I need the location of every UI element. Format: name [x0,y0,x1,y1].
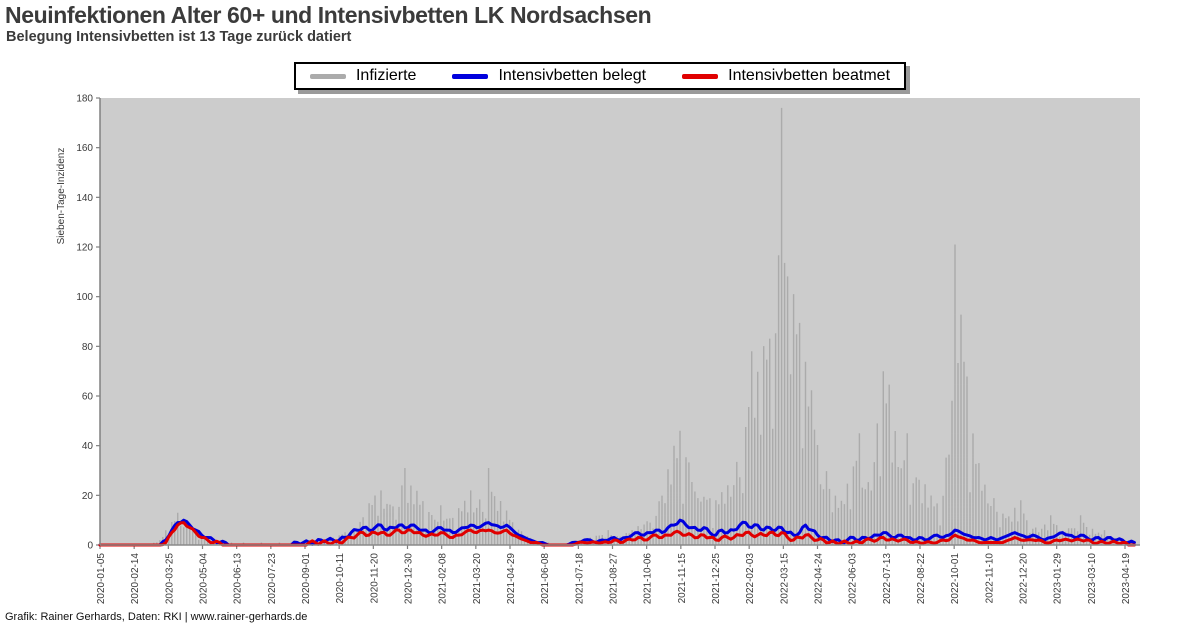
svg-text:2022-11-10: 2022-11-10 [984,553,995,604]
legend-label: Intensivbetten belegt [498,67,647,84]
svg-text:2022-02-03: 2022-02-03 [745,553,756,605]
belegt-line-swatch-icon [452,73,489,79]
svg-text:2022-12-20: 2022-12-20 [1019,553,1030,605]
svg-text:2020-09-01: 2020-09-01 [301,553,312,605]
page-subtitle: Belegung Intensivbetten ist 13 Tage zurü… [6,29,352,45]
svg-text:2020-10-11: 2020-10-11 [335,553,346,604]
svg-text:140: 140 [76,193,93,204]
y-axis: 0 20 40 60 80 100 120 140 160 180 Sieben-Tage-Inzi… [56,94,100,552]
svg-text:80: 80 [82,342,94,353]
svg-text:2021-12-25: 2021-12-25 [711,553,722,605]
svg-text:2021-03-20: 2021-03-20 [472,553,483,605]
legend-label: Infizierte [355,67,417,84]
svg-text:2021-08-27: 2021-08-27 [609,553,620,605]
svg-text:2023-03-10: 2023-03-10 [1087,553,1098,605]
legend-item-infizierte: Infizierte [309,67,417,85]
svg-text:160: 160 [76,143,93,154]
svg-text:100: 100 [76,292,93,303]
y-axis-label: Sieben-Tage-Inzidenz [56,148,67,245]
svg-text:2021-02-08: 2021-02-08 [438,553,449,605]
svg-text:2021-07-18: 2021-07-18 [574,553,585,605]
svg-text:20: 20 [82,491,94,502]
legend-box: Infizierte Intensivbetten belegt Intensi… [293,62,907,90]
svg-text:2020-12-30: 2020-12-30 [404,553,415,605]
legend-label: Intensivbetten beatmet [728,67,891,84]
svg-text:2020-02-14: 2020-02-14 [130,553,141,605]
svg-text:2021-10-06: 2021-10-06 [643,553,654,605]
chart-legend: Infizierte Intensivbetten belegt Intensi… [0,62,1200,90]
svg-text:2021-06-08: 2021-06-08 [540,553,551,605]
svg-text:120: 120 [76,243,93,254]
svg-text:2021-11-15: 2021-11-15 [677,553,688,604]
svg-text:2020-06-13: 2020-06-13 [233,553,244,605]
svg-text:2020-01-05: 2020-01-05 [96,553,107,605]
svg-text:2022-03-15: 2022-03-15 [779,553,790,605]
svg-text:2020-03-25: 2020-03-25 [164,553,175,605]
svg-text:180: 180 [76,94,93,105]
page-title: Neuinfektionen Alter 60+ und Intensivbet… [5,2,652,28]
svg-text:2022-06-03: 2022-06-03 [848,553,859,605]
svg-text:60: 60 [82,392,94,403]
svg-text:2020-05-04: 2020-05-04 [199,553,210,605]
svg-text:2023-04-19: 2023-04-19 [1121,553,1132,605]
legend-item-intensivbetten-belegt: Intensivbetten belegt [452,67,646,85]
beatmet-line-swatch-icon [682,73,719,79]
credit-line: Grafik: Rainer Gerhards, Daten: RKI | ww… [5,611,308,623]
svg-text:2023-01-29: 2023-01-29 [1053,553,1064,605]
svg-text:2022-07-13: 2022-07-13 [882,553,893,605]
svg-text:40: 40 [82,441,94,452]
infizierte-line-swatch-icon [309,73,346,79]
plot-background [100,98,1140,545]
svg-text:2021-04-29: 2021-04-29 [506,553,517,605]
svg-text:0: 0 [87,541,93,552]
svg-text:2022-04-24: 2022-04-24 [814,553,825,605]
x-axis: 2020-01-05 2020-02-14 2020-03-25 2020-05-04… [96,545,1132,604]
svg-text:2022-08-22: 2022-08-22 [916,553,927,605]
svg-text:2020-07-23: 2020-07-23 [267,553,278,605]
legend-item-intensivbetten-beatmet: Intensivbetten beatmet [682,67,890,85]
svg-text:2022-10-01: 2022-10-01 [950,553,961,605]
svg-text:2020-11-20: 2020-11-20 [369,553,380,604]
